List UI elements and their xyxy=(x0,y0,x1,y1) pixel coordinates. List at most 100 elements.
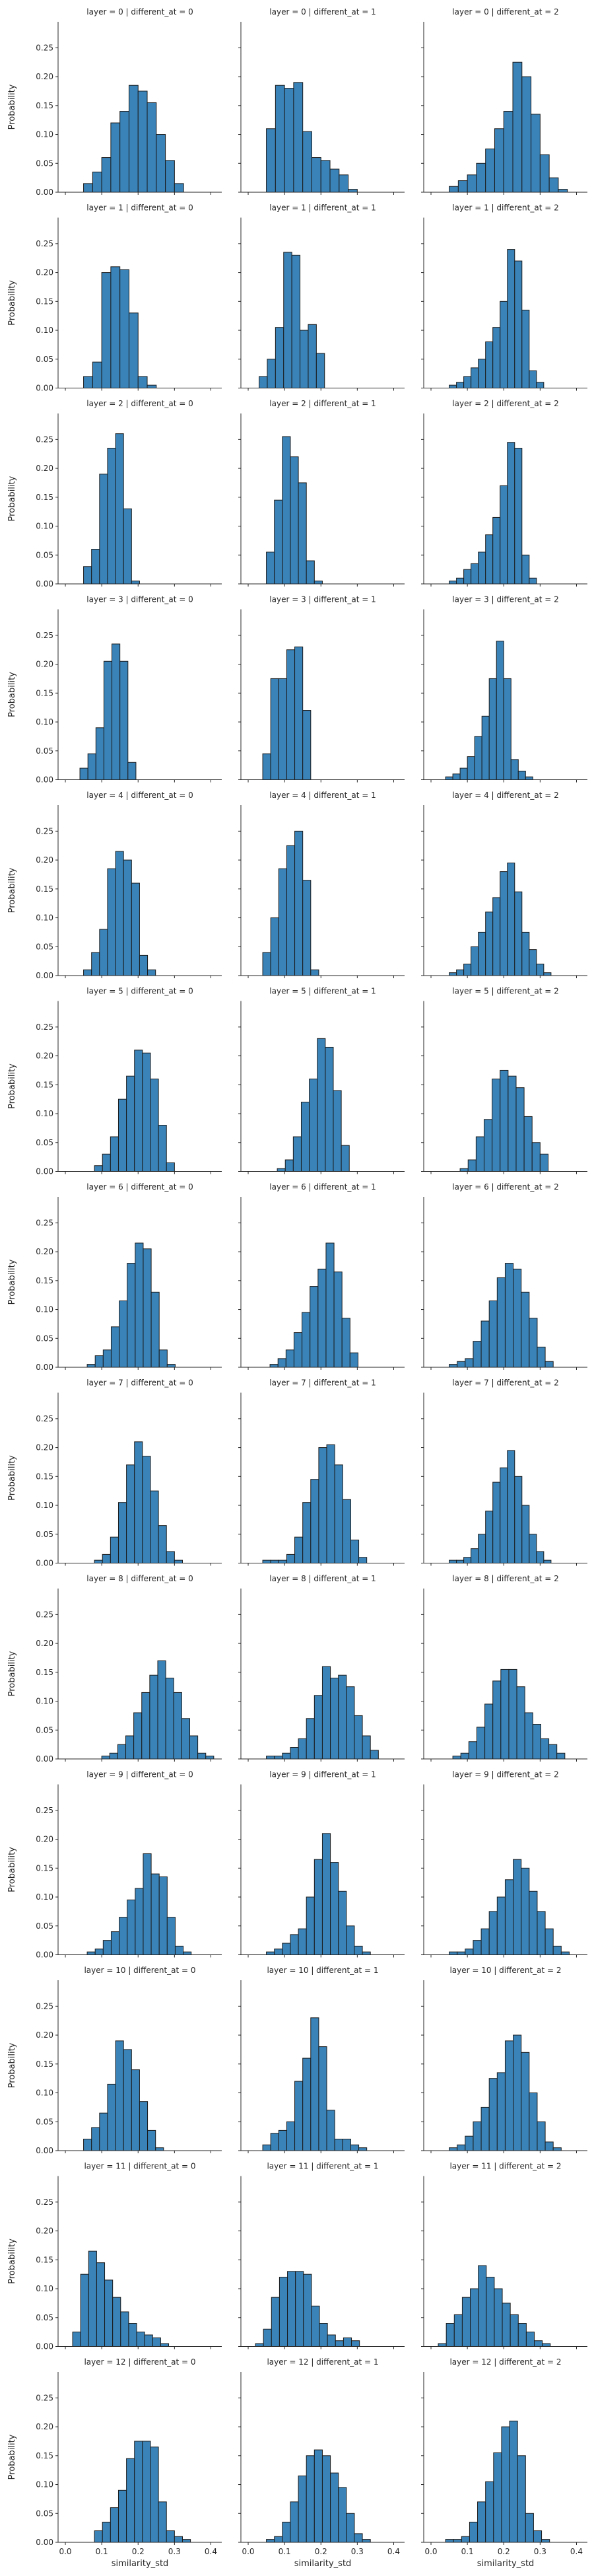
histogram-bar xyxy=(270,678,279,780)
histogram-bar xyxy=(473,1341,482,1368)
histogram-bar xyxy=(115,2040,124,2151)
histogram-bar xyxy=(86,1951,96,1955)
histogram-bar xyxy=(453,2314,463,2347)
histogram-bar xyxy=(330,1862,339,1956)
y-tick-label: 0.25 xyxy=(36,2001,53,2011)
histogram-bar xyxy=(117,1098,127,1172)
histogram-bar xyxy=(308,324,317,388)
histogram-bar xyxy=(467,174,477,193)
y-tick-label: 0.20 xyxy=(36,464,53,473)
x-tick-label: 0.3 xyxy=(534,2547,546,2556)
x-tick-label: 0.1 xyxy=(96,2547,108,2556)
histogram-bar xyxy=(330,2472,339,2543)
y-tick-label: 0.10 xyxy=(36,913,53,923)
histogram-bar xyxy=(471,946,479,976)
histogram-bar xyxy=(512,61,523,193)
histogram-bar xyxy=(270,1559,279,1563)
histogram-bar xyxy=(94,1355,104,1368)
histogram-bar xyxy=(504,1263,514,1368)
histogram-bar xyxy=(508,1668,517,1760)
histogram-bar xyxy=(317,1038,326,1172)
facet-title: layer = 7 | different_at = 0 xyxy=(86,1378,193,1388)
histogram-bar xyxy=(266,1756,275,1760)
histogram-bar xyxy=(476,162,486,193)
histogram-bar xyxy=(147,969,156,976)
histogram-bar xyxy=(521,76,532,193)
histogram-bar xyxy=(91,549,100,585)
histogram-bar xyxy=(157,1660,166,1760)
histogram-bar xyxy=(306,1896,315,1956)
histogram-bar xyxy=(270,2133,279,2151)
histogram-bar xyxy=(120,2311,129,2347)
histogram-bar xyxy=(284,1159,294,1172)
histogram-bar xyxy=(92,361,102,389)
x-tick-label: 0.2 xyxy=(498,2547,510,2556)
histogram-bar xyxy=(341,1145,350,1172)
histogram-bar xyxy=(320,160,331,193)
histogram-bar xyxy=(109,1752,118,1760)
histogram-bar xyxy=(556,1752,566,1760)
facet-panel: layer = 0 | different_at = 2 xyxy=(421,7,587,195)
y-tick-label: 0.25 xyxy=(36,2198,53,2207)
facet-title: layer = 6 | different_at = 2 xyxy=(452,1182,558,1192)
facet-title: layer = 12 | different_at = 0 xyxy=(84,2357,195,2367)
histogram-bar xyxy=(449,384,457,389)
histogram-bar xyxy=(86,1364,96,1368)
histogram-bar xyxy=(131,882,140,976)
histogram-bar xyxy=(139,2101,148,2151)
histogram-bar xyxy=(514,447,523,585)
facet-panel: layer = 3 | different_at = 1 xyxy=(238,595,405,783)
histogram-bar xyxy=(350,2144,360,2151)
histogram-bar xyxy=(452,1756,461,1760)
facet-title: layer = 6 | different_at = 0 xyxy=(86,1182,193,1192)
facet-title: layer = 5 | different_at = 1 xyxy=(269,987,376,996)
histogram-bar xyxy=(134,1050,143,1172)
histogram-bar xyxy=(160,2343,170,2347)
histogram-bar xyxy=(110,1931,120,1956)
histogram-bar xyxy=(492,1680,502,1760)
histogram-bar xyxy=(335,2340,344,2347)
histogram-bar xyxy=(485,341,494,389)
histogram-bar xyxy=(290,2501,299,2543)
histogram-bar xyxy=(165,160,175,193)
histogram-bar xyxy=(321,1666,331,1760)
y-tick-label: 0.00 xyxy=(36,1167,53,1176)
facet-panel: layer = 12 | different_at = 2 0.0 0.1 0.2 0.… xyxy=(421,2357,587,2569)
histogram-bar xyxy=(465,2135,474,2151)
histogram-bar xyxy=(480,2106,490,2151)
histogram-bar xyxy=(503,111,513,193)
facet-title: layer = 12 | different_at = 2 xyxy=(449,2357,561,2367)
x-tick-label: 0.2 xyxy=(132,2547,145,2556)
histogram-bar xyxy=(119,269,129,388)
histogram-bar xyxy=(470,2288,479,2347)
histogram-bar xyxy=(471,563,479,585)
x-axis-label: similarity_std xyxy=(112,2559,169,2569)
histogram-bar xyxy=(537,1346,546,1368)
panels-layer: layer = 0 | different_at = 00.000.050.10… xyxy=(7,7,587,2569)
histogram-bar xyxy=(492,1482,501,1564)
y-tick-label: 0.05 xyxy=(36,1921,53,1931)
histogram-bar xyxy=(507,442,515,585)
histogram-bar xyxy=(343,2337,352,2347)
x-tick-label: 0.3 xyxy=(351,2547,364,2556)
facet-title: layer = 0 | different_at = 0 xyxy=(86,7,193,17)
histogram-bar xyxy=(287,2271,296,2347)
histogram-bar xyxy=(302,880,312,976)
histogram-bar xyxy=(452,773,461,780)
y-tick-label: 0.10 xyxy=(36,1305,53,1314)
y-tick-label: 0.15 xyxy=(36,2451,53,2460)
histogram-bar xyxy=(174,2536,183,2543)
histogram-bar xyxy=(158,1876,168,1955)
histogram-bar xyxy=(514,1476,523,1564)
histogram-bar xyxy=(456,577,465,585)
histogram-bar xyxy=(197,1752,207,1760)
y-tick-label: 0.25 xyxy=(36,43,53,52)
histogram-bar xyxy=(166,1917,176,1955)
histogram-bar xyxy=(302,131,312,193)
histogram-bar xyxy=(80,2273,89,2347)
histogram-bar xyxy=(294,2081,304,2151)
histogram-bar xyxy=(270,917,279,976)
histogram-bar xyxy=(314,1859,323,1955)
histogram-bar xyxy=(449,972,457,976)
histogram-bar xyxy=(515,1087,525,1172)
